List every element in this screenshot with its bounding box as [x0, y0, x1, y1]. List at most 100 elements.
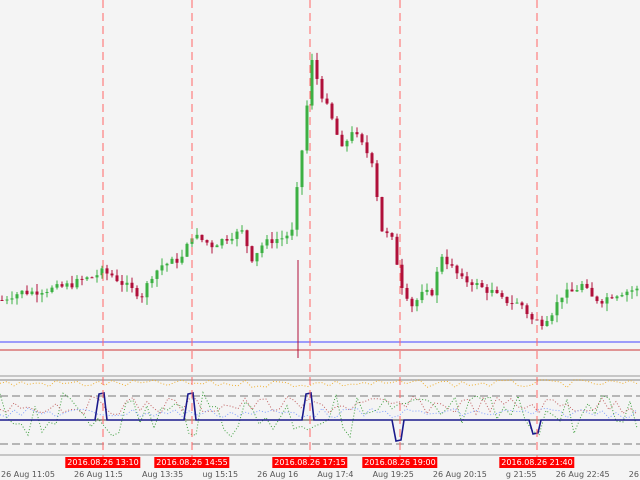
time-labels-row: 26 Aug 11:05 26 Aug 11:5 Aug 13:35 ug 15… [0, 469, 640, 480]
bear-candle [590, 287, 594, 297]
bull-candle [630, 290, 634, 292]
oscillator-dotted-line [0, 379, 638, 389]
bear-candle [470, 282, 474, 286]
bull-candle [95, 275, 99, 278]
marker-time-label: 2016.08.26 21:40 [499, 457, 575, 468]
bear-candle [90, 277, 94, 279]
bear-candle [335, 118, 339, 135]
bull-candle [155, 270, 159, 279]
time-label: 26 Aug 11:5 [74, 470, 123, 479]
time-label: Aug 19:25 [372, 470, 414, 479]
bear-candle [595, 296, 599, 302]
bull-candle [240, 230, 244, 232]
bull-candle [20, 290, 24, 295]
indicator-signal-line [0, 392, 640, 442]
bear-candle [525, 305, 529, 315]
bear-candle [375, 163, 379, 197]
bear-candle [360, 134, 364, 143]
bear-candle [355, 132, 359, 135]
time-label: 26 Aug 16 [257, 470, 299, 479]
bull-candle [265, 239, 269, 246]
bull-candle [290, 229, 294, 236]
bull-candle [45, 291, 49, 294]
bear-candle [390, 233, 394, 237]
bear-candle [380, 196, 384, 232]
bear-candle [60, 284, 64, 287]
bear-candle [70, 283, 74, 288]
bear-candle [520, 302, 524, 306]
bull-candle [50, 287, 54, 292]
bull-candle [260, 245, 264, 254]
bear-candle [480, 283, 484, 288]
bull-candle [40, 293, 44, 295]
bear-candle [245, 230, 249, 247]
bear-candle [120, 281, 124, 285]
bull-candle [515, 302, 519, 304]
bull-candle [440, 256, 444, 272]
marker-time-label: 2016.08.26 17:15 [272, 457, 348, 468]
bull-candle [65, 283, 69, 287]
bear-candle [400, 264, 404, 288]
bear-candle [395, 236, 399, 265]
bull-candle [170, 258, 174, 264]
bear-candle [500, 293, 504, 297]
bull-candle [160, 265, 164, 271]
time-label: 26 Aug 22:45 [555, 470, 610, 479]
bull-candle [235, 231, 239, 239]
bear-candle [330, 103, 334, 119]
bull-candle [75, 278, 79, 288]
bull-candle [305, 105, 309, 151]
bull-candle [180, 256, 184, 263]
time-label: Aug 17:4 [317, 470, 354, 479]
bull-candle [185, 243, 189, 257]
time-label: 26 [628, 470, 639, 479]
bear-candle [320, 78, 324, 99]
bear-candle [505, 296, 509, 304]
bull-candle [15, 294, 19, 299]
bear-candle [465, 276, 469, 283]
bull-candle [425, 289, 429, 292]
bull-candle [165, 263, 169, 266]
bear-candle [80, 278, 84, 280]
bull-candle [345, 140, 349, 147]
bear-candle [585, 283, 589, 288]
bull-candle [560, 297, 564, 303]
bull-candle [125, 282, 129, 285]
bull-candle [575, 290, 579, 292]
time-label: g 21:55 [505, 470, 537, 479]
marker-time-labels-row: 2016.08.26 13:10 2016.08.26 14:55 2016.0… [0, 457, 640, 468]
bear-candle [530, 314, 534, 320]
bear-candle [450, 264, 454, 266]
bull-candle [625, 291, 629, 296]
bull-candle [420, 291, 424, 301]
bull-candle [215, 245, 219, 248]
bear-candle [540, 319, 544, 326]
bear-candle [115, 275, 119, 282]
bear-candle [365, 142, 369, 154]
bull-candle [605, 297, 609, 304]
bear-candle [205, 240, 209, 243]
bull-candle [545, 320, 549, 326]
bear-candle [35, 291, 39, 295]
bear-candle [495, 289, 499, 294]
bear-candle [130, 282, 134, 289]
bear-candle [600, 301, 604, 304]
bear-candle [430, 289, 434, 296]
bull-candle [195, 234, 199, 239]
bear-candle [370, 153, 374, 164]
bear-candle [225, 239, 229, 241]
bear-candle [110, 273, 114, 276]
bull-candle [565, 289, 569, 298]
bear-candle [250, 246, 254, 262]
bull-candle [350, 132, 354, 141]
bear-candle [340, 134, 344, 147]
bear-candle [325, 98, 329, 104]
bear-candle [455, 265, 459, 274]
bear-candle [510, 303, 514, 305]
bear-candle [405, 287, 409, 299]
bear-candle [210, 242, 214, 248]
bear-candle [135, 288, 139, 297]
bear-candle [175, 258, 179, 263]
bull-candle [85, 277, 89, 280]
